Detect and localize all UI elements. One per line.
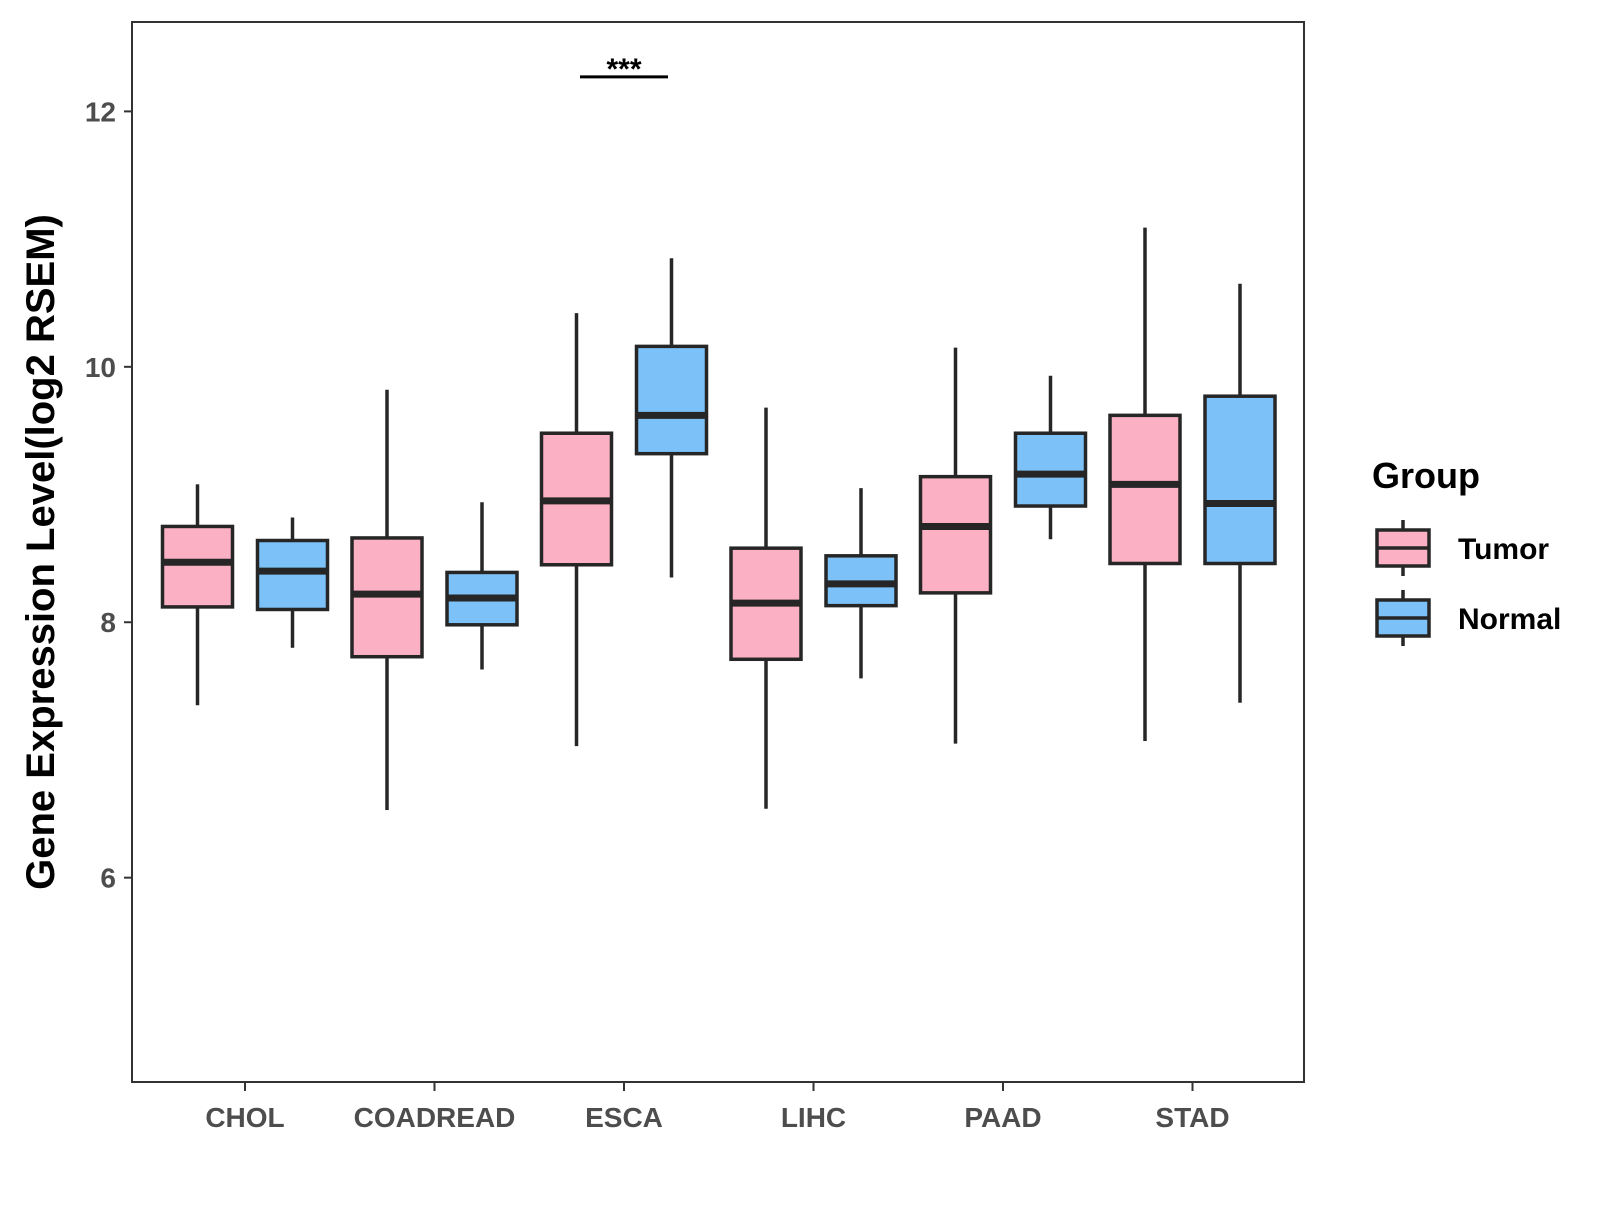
box-body <box>160 524 235 609</box>
y-axis-label: Gene Expression Level(log2 RSEM) <box>19 214 63 890</box>
box-tumor-chol <box>160 484 235 706</box>
x-tick-label-stad: STAD <box>1155 1102 1229 1133</box>
box-normal-esca <box>634 258 709 578</box>
y-tick-label: 6 <box>100 863 116 894</box>
legend-label-tumor: Tumor <box>1458 533 1549 566</box>
box-tumor-lihc <box>729 407 803 809</box>
x-axis: CHOL COADREAD ESCA LIHC PAAD STAD <box>205 1082 1230 1133</box>
box-tumor-esca <box>539 313 614 747</box>
box-body <box>918 474 993 595</box>
y-tick-label: 12 <box>85 96 116 127</box>
legend-title: Group <box>1372 455 1480 496</box>
box-body <box>1013 431 1088 508</box>
y-tick-label: 8 <box>100 607 116 638</box>
box-normal-coadread <box>445 502 519 670</box>
legend-item-normal: Normal <box>1375 590 1561 646</box>
box-normal-chol <box>255 517 330 648</box>
legend-label-normal: Normal <box>1458 603 1561 636</box>
legend: Group Tumor Normal <box>1372 455 1561 646</box>
x-tick-label-esca: ESCA <box>585 1102 663 1133</box>
box-body <box>255 538 330 612</box>
box-tumor-paad <box>918 347 993 744</box>
significance-label: *** <box>606 53 641 86</box>
plot-panel-border <box>131 21 1305 1083</box>
box-normal-stad <box>1203 283 1277 703</box>
x-tick-label-chol: CHOL <box>205 1102 284 1133</box>
series-normal <box>255 258 1277 703</box>
significance-annotations: *** <box>580 53 668 86</box>
series-tumor <box>160 227 1182 810</box>
x-tick-label-paad: PAAD <box>964 1102 1041 1133</box>
box-body <box>634 344 709 456</box>
box-body <box>1108 413 1182 566</box>
x-tick-label-coadread: COADREAD <box>354 1102 516 1133</box>
box-body <box>1203 394 1277 566</box>
box-normal-lihc <box>824 488 898 679</box>
x-tick-label-lihc: LIHC <box>781 1102 846 1133</box>
box-series <box>160 227 1277 810</box>
box-tumor-stad <box>1108 227 1182 742</box>
y-axis: 6 8 10 12 <box>85 96 132 894</box>
y-tick-label: 10 <box>85 352 116 383</box>
legend-item-tumor: Tumor <box>1375 520 1549 576</box>
box-tumor-coadread <box>350 389 424 810</box>
box-normal-paad <box>1013 375 1088 540</box>
